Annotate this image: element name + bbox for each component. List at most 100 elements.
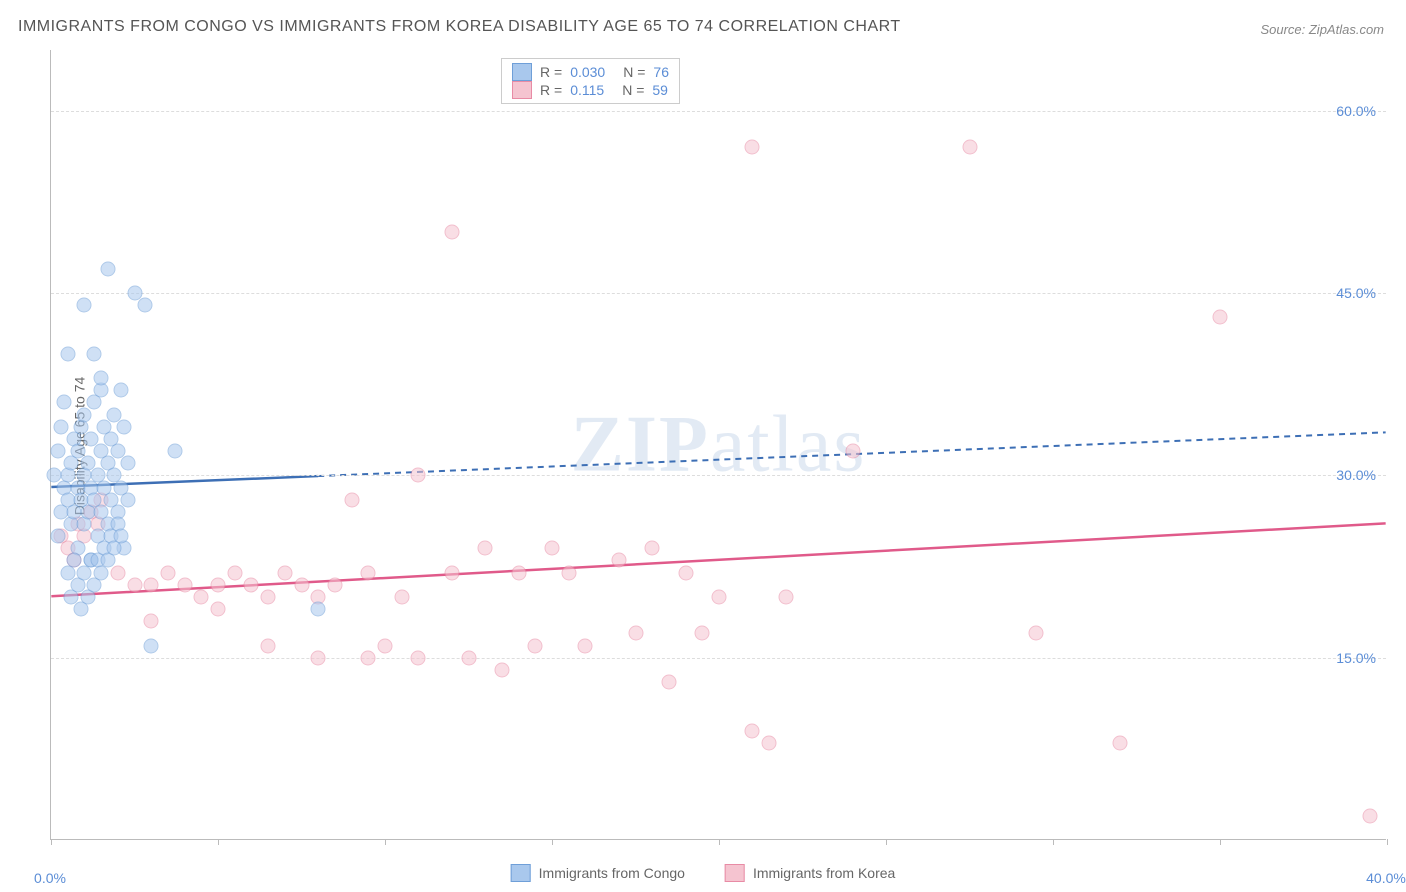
data-point-korea [745, 723, 760, 738]
data-point-korea [211, 577, 226, 592]
data-point-korea [845, 444, 860, 459]
data-point-korea [144, 577, 159, 592]
data-point-korea [411, 650, 426, 665]
x-tick [1387, 839, 1388, 845]
data-point-korea [344, 492, 359, 507]
y-tick-label: 15.0% [1336, 650, 1376, 666]
y-tick-label: 45.0% [1336, 285, 1376, 301]
x-tick [1053, 839, 1054, 845]
data-point-congo [100, 261, 115, 276]
data-point-congo [57, 395, 72, 410]
data-point-congo [54, 419, 69, 434]
chart-title: IMMIGRANTS FROM CONGO VS IMMIGRANTS FROM… [18, 18, 901, 36]
data-point-korea [1363, 808, 1378, 823]
r-label: R = [540, 82, 562, 98]
y-tick-label: 60.0% [1336, 103, 1376, 119]
data-point-congo [144, 638, 159, 653]
data-point-korea [227, 565, 242, 580]
y-tick-label: 30.0% [1336, 467, 1376, 483]
n-label: N = [623, 64, 645, 80]
scatter-plot: ZIPatlas R = 0.030 N = 76 R = 0.115 N = … [50, 50, 1386, 840]
source-label: Source: ZipAtlas.com [1260, 22, 1384, 37]
data-point-congo [311, 602, 326, 617]
data-point-korea [578, 638, 593, 653]
data-point-korea [194, 589, 209, 604]
data-point-congo [50, 529, 65, 544]
swatch-korea [512, 81, 532, 99]
swatch-korea [725, 864, 745, 882]
x-tick [385, 839, 386, 845]
gridline [51, 293, 1386, 294]
x-tick-label: 0.0% [34, 870, 66, 886]
data-point-korea [444, 565, 459, 580]
data-point-korea [461, 650, 476, 665]
data-point-korea [394, 589, 409, 604]
data-point-congo [77, 407, 92, 422]
data-point-korea [1213, 310, 1228, 325]
data-point-korea [261, 638, 276, 653]
data-point-korea [244, 577, 259, 592]
data-point-korea [177, 577, 192, 592]
data-point-korea [778, 589, 793, 604]
data-point-korea [327, 577, 342, 592]
r-label: R = [540, 64, 562, 80]
x-tick-label: 40.0% [1366, 870, 1406, 886]
data-point-korea [661, 675, 676, 690]
x-tick [719, 839, 720, 845]
x-tick [218, 839, 219, 845]
data-point-korea [110, 565, 125, 580]
x-tick [552, 839, 553, 845]
n-label: N = [622, 82, 644, 98]
data-point-korea [1029, 626, 1044, 641]
korea-r-value: 0.115 [570, 82, 604, 98]
data-point-korea [411, 468, 426, 483]
data-point-korea [645, 541, 660, 556]
trend-lines [51, 50, 1386, 839]
data-point-korea [712, 589, 727, 604]
data-point-korea [160, 565, 175, 580]
data-point-korea [628, 626, 643, 641]
data-point-korea [762, 735, 777, 750]
data-point-congo [60, 346, 75, 361]
data-point-congo [137, 298, 152, 313]
data-point-congo [114, 529, 129, 544]
data-point-korea [561, 565, 576, 580]
data-point-korea [127, 577, 142, 592]
data-point-korea [478, 541, 493, 556]
legend-bottom: Immigrants from Congo Immigrants from Ko… [511, 864, 896, 882]
data-point-korea [294, 577, 309, 592]
data-point-korea [545, 541, 560, 556]
data-point-congo [87, 346, 102, 361]
data-point-korea [611, 553, 626, 568]
data-point-congo [120, 492, 135, 507]
data-point-congo [114, 383, 129, 398]
x-tick [1220, 839, 1221, 845]
gridline [51, 111, 1386, 112]
data-point-korea [678, 565, 693, 580]
data-point-korea [277, 565, 292, 580]
legend-korea-label: Immigrants from Korea [753, 865, 895, 881]
legend-congo-label: Immigrants from Congo [539, 865, 685, 881]
congo-n-value: 76 [653, 64, 669, 80]
data-point-korea [962, 140, 977, 155]
swatch-congo [511, 864, 531, 882]
data-point-congo [117, 419, 132, 434]
legend-stats: R = 0.030 N = 76 R = 0.115 N = 59 [501, 58, 680, 104]
data-point-korea [511, 565, 526, 580]
gridline [51, 658, 1386, 659]
data-point-korea [1112, 735, 1127, 750]
data-point-korea [378, 638, 393, 653]
data-point-korea [211, 602, 226, 617]
data-point-congo [167, 444, 182, 459]
data-point-korea [695, 626, 710, 641]
data-point-korea [745, 140, 760, 155]
data-point-congo [47, 468, 62, 483]
data-point-congo [120, 456, 135, 471]
data-point-korea [494, 662, 509, 677]
data-point-congo [94, 371, 109, 386]
data-point-korea [261, 589, 276, 604]
data-point-congo [77, 298, 92, 313]
data-point-korea [528, 638, 543, 653]
data-point-korea [311, 650, 326, 665]
data-point-congo [50, 444, 65, 459]
